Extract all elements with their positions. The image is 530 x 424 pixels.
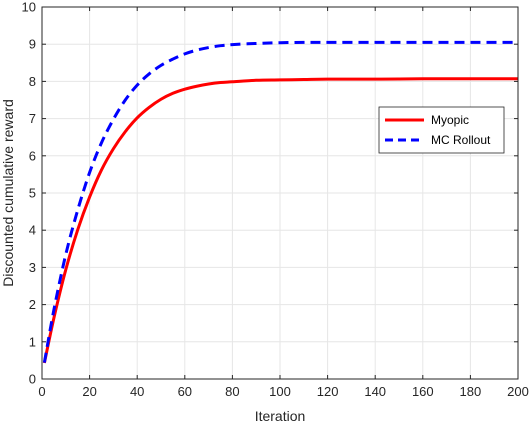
ticks: 0 20 40 60 80 100 120 140 160 180 200 0 1 2 3 4 5 6 7 8 9 10 (22, 0, 529, 399)
legend: Myopic MC Rollout (378, 106, 505, 154)
legend-box (378, 106, 505, 154)
y-axis-title: Discounted cumulative reward (0, 99, 16, 287)
series-line-mc-rollout (42, 40, 518, 363)
y-tick-label: 6 (29, 148, 36, 163)
y-tick-label: 1 (29, 334, 36, 349)
y-tick-label: 0 (29, 372, 36, 387)
x-tick-label: 20 (82, 384, 96, 399)
y-tick-label: 5 (29, 186, 36, 201)
y-tick-label: 8 (29, 74, 36, 89)
x-tick-label: 40 (130, 384, 144, 399)
x-tick-label: 80 (225, 384, 239, 399)
x-tick-label: 200 (507, 384, 529, 399)
series-line-myopic (42, 77, 518, 364)
grid (42, 7, 518, 379)
x-tick-label: 140 (364, 384, 386, 399)
y-tick-label: 3 (29, 260, 36, 275)
y-tick-label: 2 (29, 297, 36, 312)
x-tick-label: 120 (317, 384, 339, 399)
x-tick-label: 0 (38, 384, 45, 399)
series-layer (42, 40, 518, 364)
x-tick-label: 180 (460, 384, 482, 399)
x-axis-title: Iteration (255, 408, 306, 424)
legend-label-mc-rollout: MC Rollout (431, 133, 491, 147)
y-tick-label: 9 (29, 37, 36, 52)
x-tick-label: 100 (269, 384, 291, 399)
y-tick-label: 10 (22, 0, 36, 15)
y-tick-label: 4 (29, 223, 36, 238)
y-tick-label: 7 (29, 111, 36, 126)
x-tick-label: 60 (178, 384, 192, 399)
legend-label-myopic: Myopic (431, 113, 469, 127)
x-tick-label: 160 (412, 384, 434, 399)
